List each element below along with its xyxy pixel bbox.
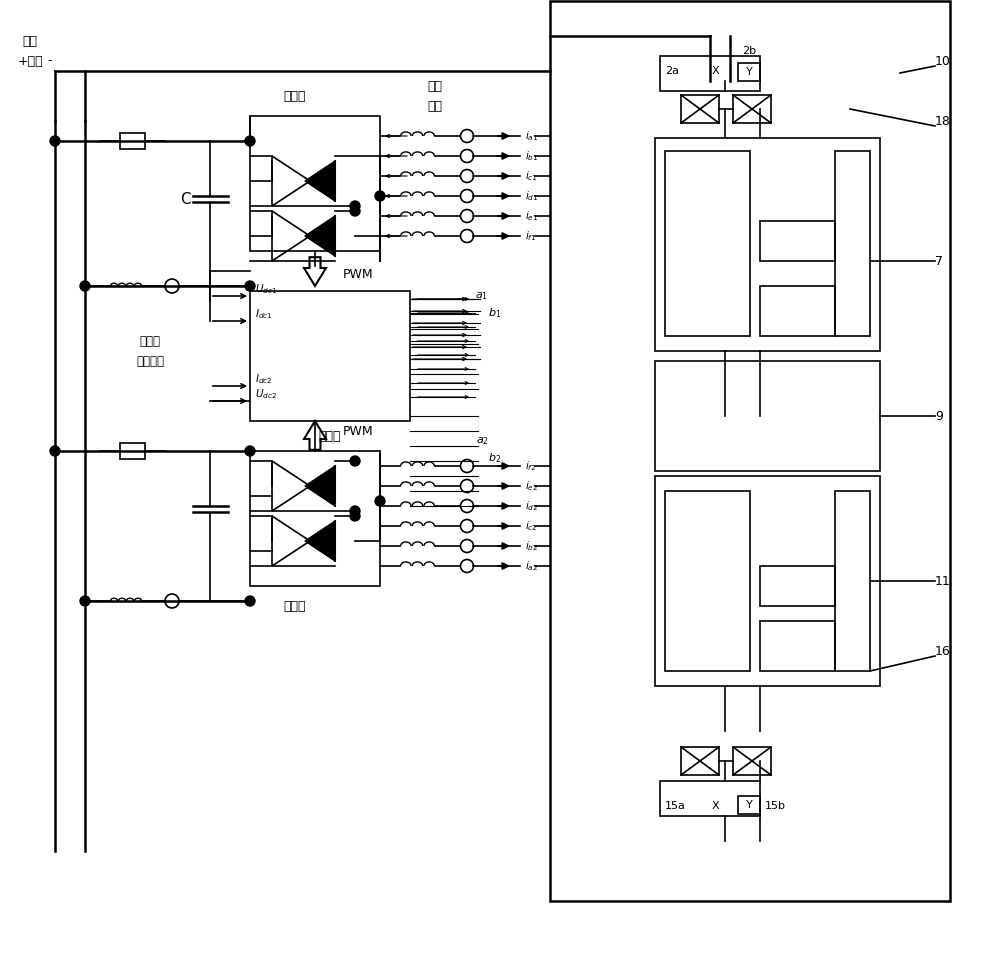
Bar xyxy=(733,95,771,123)
Bar xyxy=(733,747,771,775)
Circle shape xyxy=(50,136,60,146)
Text: 18: 18 xyxy=(935,115,951,127)
Text: 2b: 2b xyxy=(742,46,756,56)
Circle shape xyxy=(245,446,255,456)
Text: $b_2$: $b_2$ xyxy=(488,452,502,465)
Bar xyxy=(835,491,870,671)
Bar xyxy=(681,747,719,775)
Text: 11: 11 xyxy=(935,575,951,587)
Text: 变流器: 变流器 xyxy=(284,89,306,103)
Bar xyxy=(760,286,835,336)
Text: $i_{f2}$: $i_{f2}$ xyxy=(525,459,536,473)
Text: 滤波: 滤波 xyxy=(428,80,442,92)
Bar xyxy=(655,138,880,351)
Text: -: - xyxy=(48,54,52,68)
Text: $i_{a1}$: $i_{a1}$ xyxy=(525,129,538,143)
Circle shape xyxy=(350,511,360,521)
Polygon shape xyxy=(304,421,326,450)
Bar xyxy=(681,95,719,123)
Circle shape xyxy=(245,136,255,146)
Bar xyxy=(250,451,380,586)
Text: 10: 10 xyxy=(935,54,951,68)
Text: PWM: PWM xyxy=(343,424,374,438)
Circle shape xyxy=(350,506,360,516)
Text: 预充电: 预充电 xyxy=(140,334,161,348)
Text: $b_1$: $b_1$ xyxy=(488,306,502,319)
Circle shape xyxy=(375,496,385,506)
Circle shape xyxy=(245,596,255,606)
Bar xyxy=(738,63,760,81)
Text: $i_{c2}$: $i_{c2}$ xyxy=(525,519,538,533)
Text: 9: 9 xyxy=(935,410,943,422)
Text: $i_{a2}$: $i_{a2}$ xyxy=(525,559,538,573)
Polygon shape xyxy=(304,257,326,286)
Text: $a_1$: $a_1$ xyxy=(475,290,489,302)
Text: X: X xyxy=(711,66,719,76)
Bar xyxy=(250,291,410,421)
Text: $i_{b1}$: $i_{b1}$ xyxy=(525,150,538,163)
Text: 15a: 15a xyxy=(665,801,686,811)
Text: 控制器: 控制器 xyxy=(319,429,341,443)
Text: PWM: PWM xyxy=(343,267,374,281)
Polygon shape xyxy=(305,161,335,201)
Circle shape xyxy=(350,206,360,216)
Bar xyxy=(760,621,835,671)
Text: Y: Y xyxy=(746,800,752,810)
Text: +母线: +母线 xyxy=(17,54,43,68)
Text: 16: 16 xyxy=(935,645,951,657)
Text: 7: 7 xyxy=(935,254,943,267)
Circle shape xyxy=(375,191,385,201)
Text: Y: Y xyxy=(746,67,752,77)
Text: 2a: 2a xyxy=(665,66,679,76)
Text: $i_{d1}$: $i_{d1}$ xyxy=(525,189,538,203)
Bar xyxy=(120,133,145,149)
Bar xyxy=(665,491,750,671)
Bar xyxy=(550,1,950,901)
Circle shape xyxy=(350,201,360,211)
Circle shape xyxy=(80,281,90,291)
Bar xyxy=(655,361,880,471)
Text: $I_{dc2}$: $I_{dc2}$ xyxy=(255,372,273,385)
Text: 直流: 直流 xyxy=(23,35,38,48)
Bar xyxy=(660,781,760,816)
Polygon shape xyxy=(305,466,335,506)
Text: 电抗: 电抗 xyxy=(428,99,442,113)
Circle shape xyxy=(245,281,255,291)
Bar xyxy=(738,796,760,814)
Text: 15b: 15b xyxy=(765,801,786,811)
Text: $i_{e1}$: $i_{e1}$ xyxy=(525,209,538,223)
Bar xyxy=(660,56,760,91)
Polygon shape xyxy=(305,521,335,561)
Polygon shape xyxy=(305,216,335,256)
Bar xyxy=(760,566,835,606)
Bar xyxy=(665,151,750,336)
Text: 控制组件: 控制组件 xyxy=(136,354,164,367)
Circle shape xyxy=(50,446,60,456)
Text: $U_{dc1}$: $U_{dc1}$ xyxy=(255,283,277,296)
Text: X: X xyxy=(711,801,719,811)
Text: $U_{dc2}$: $U_{dc2}$ xyxy=(255,387,277,401)
Circle shape xyxy=(350,456,360,466)
Text: 换流器: 换流器 xyxy=(284,599,306,613)
Text: $I_{dc1}$: $I_{dc1}$ xyxy=(255,307,273,320)
Text: $i_{b2}$: $i_{b2}$ xyxy=(525,539,538,552)
Bar xyxy=(760,221,835,261)
Bar xyxy=(120,443,145,459)
Text: $a_2$: $a_2$ xyxy=(476,435,488,447)
Bar xyxy=(655,476,880,686)
Bar xyxy=(835,151,870,336)
Text: $i_{e2}$: $i_{e2}$ xyxy=(525,479,538,493)
Text: $i_{c1}$: $i_{c1}$ xyxy=(525,169,538,183)
Circle shape xyxy=(80,596,90,606)
Text: C: C xyxy=(180,191,190,207)
Text: $i_{f1}$: $i_{f1}$ xyxy=(525,229,536,243)
Bar xyxy=(250,116,380,251)
Text: $i_{d2}$: $i_{d2}$ xyxy=(525,499,538,513)
